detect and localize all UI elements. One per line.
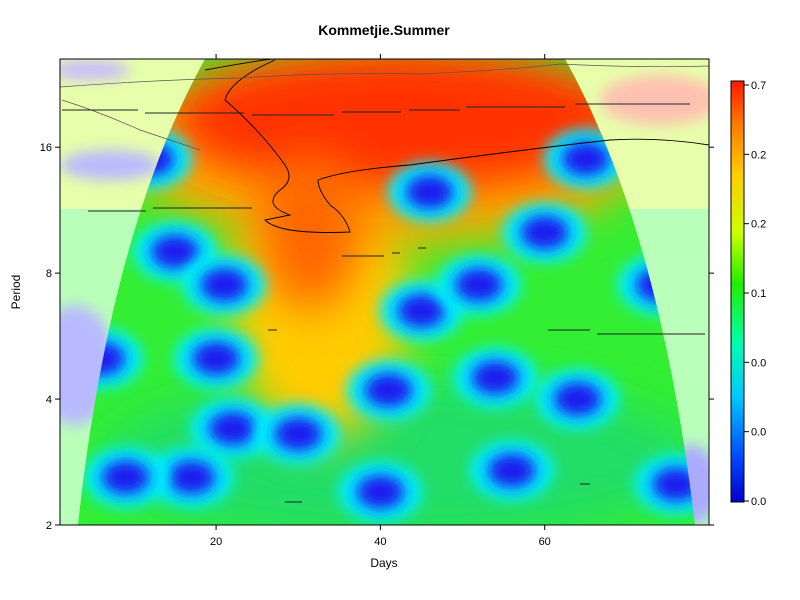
- low-spot-8: [405, 175, 454, 210]
- low-spot-11: [471, 360, 520, 395]
- low-spot-6: [274, 417, 323, 452]
- low-spot-14: [561, 141, 610, 176]
- heatmap-area: [60, 59, 709, 525]
- low-spot-5: [167, 460, 216, 495]
- significance-contour: [204, 59, 709, 233]
- y-tick-label-4: 4: [46, 394, 52, 406]
- x-tick-label-20: 20: [210, 536, 222, 548]
- low-spot-19: [101, 460, 150, 495]
- colorbar-tick-label-3: 0.1: [751, 288, 766, 300]
- x-tick-label-40: 40: [374, 536, 386, 548]
- chart-title: Kommetjie.Summer: [318, 22, 450, 38]
- low-spot-1: [151, 234, 200, 269]
- low-spot-2: [200, 267, 249, 302]
- low-spot-15: [553, 382, 602, 417]
- low-spot-9: [397, 293, 446, 328]
- colorbar: [730, 80, 745, 503]
- x-tick-label-60: 60: [539, 536, 551, 548]
- y-tick-label-2: 2: [46, 520, 52, 532]
- y-axis-ticks: 2 4 8 16: [40, 142, 714, 532]
- low-spot-20: [356, 474, 405, 509]
- low-spot-17: [652, 467, 701, 502]
- inside-cone-layer: [60, 59, 709, 525]
- ridge-line-top: [60, 63, 709, 88]
- low-power-spots: [60, 128, 709, 522]
- colorbar-tick-label-0: 0.7: [751, 80, 766, 92]
- colorbar-tick-label-6: 0.0: [751, 496, 766, 508]
- colorbar-tick-label-2: 0.2: [751, 219, 766, 231]
- y-axis-label: Period: [9, 275, 23, 310]
- colorbar-tick-label-4: 0.0: [751, 357, 766, 369]
- ridge-line-left: [61, 99, 201, 151]
- low-spot-12: [487, 453, 536, 488]
- low-spot-7: [364, 373, 413, 408]
- y-tick-label-8: 8: [46, 268, 52, 280]
- low-spot-10: [454, 267, 503, 302]
- low-spot-3: [192, 341, 241, 376]
- plot-frame: [59, 58, 710, 526]
- ridge-segments: [62, 103, 705, 503]
- colorbar-tick-label-5: 0.0: [751, 427, 766, 439]
- y-tick-label-16: 16: [40, 142, 52, 154]
- low-spot-13: [520, 215, 569, 250]
- colorbar-tick-label-1: 0.2: [751, 149, 766, 161]
- colorbar-ticks: 0.7 0.2 0.2 0.1 0.0 0.0 0.0: [744, 80, 766, 508]
- x-axis-label: Days: [370, 556, 397, 570]
- x-axis-ticks: 20 40 60: [210, 54, 551, 548]
- low-spot-4: [208, 411, 257, 446]
